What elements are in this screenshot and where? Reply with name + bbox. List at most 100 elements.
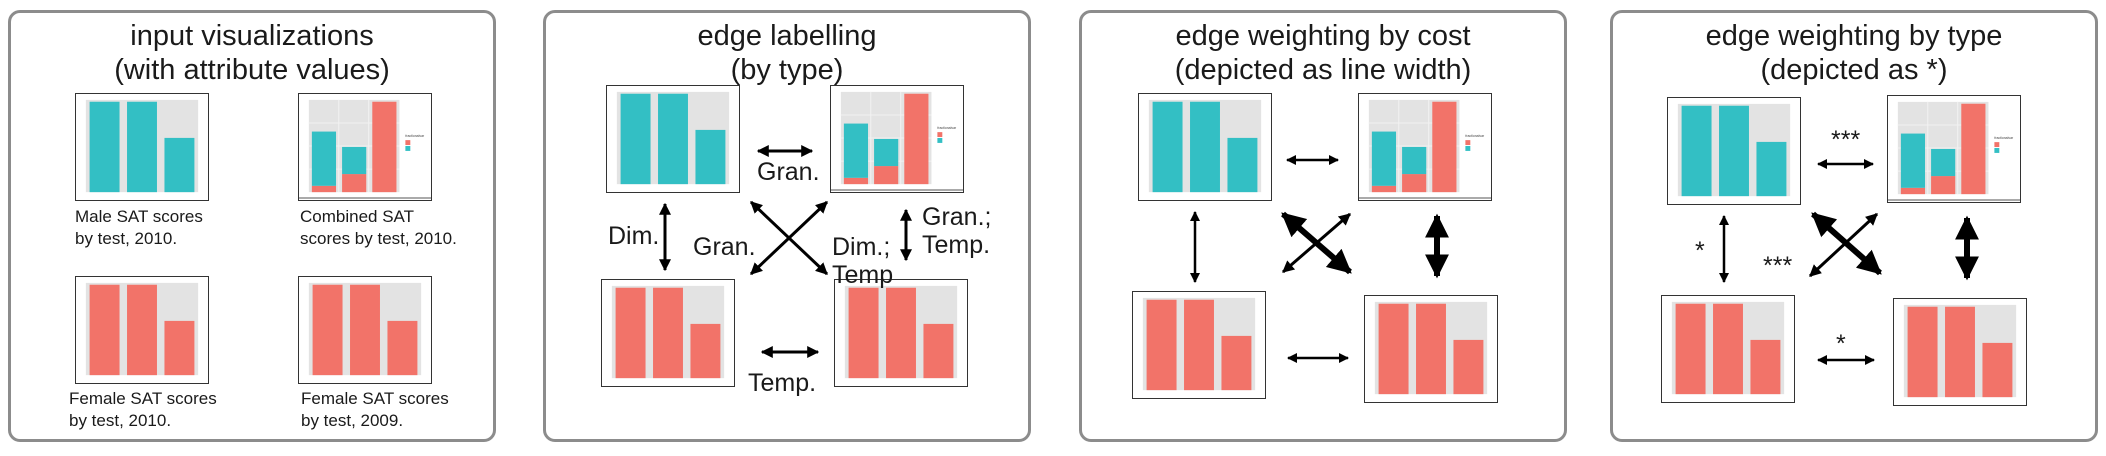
edge-label-diagonal-a: Gran. <box>693 233 756 261</box>
legend-swatch-female <box>1994 142 2000 148</box>
legend-title: fractionalvar <box>1465 134 1485 138</box>
bar <box>695 129 726 185</box>
thumbnail-combined-2010: fractionalvar <box>298 93 432 201</box>
edge-label-diagonal: *** <box>1763 252 1793 280</box>
bar-segment-female <box>904 93 929 185</box>
legend-swatch-female <box>937 132 943 138</box>
edge-label-top: *** <box>1831 126 1861 154</box>
bar <box>886 287 916 379</box>
panel-title: edge labelling (by type) <box>546 19 1028 87</box>
bar <box>1750 339 1781 395</box>
thumbnail-chart <box>1374 301 1488 395</box>
bar-segment-male <box>1371 131 1397 186</box>
panel-title: edge weighting by type (depicted as *) <box>1613 19 2095 87</box>
thumbnail-chart <box>611 285 725 379</box>
caption-male-2010: Male SAT scores by test, 2010. <box>75 206 203 250</box>
caption-line: scores by test, 2010. <box>300 229 457 248</box>
edge-label-line: Dim.; <box>832 233 891 261</box>
thumbnail-chart: fractionalvar <box>831 91 963 191</box>
thumbnail-female-2009 <box>298 276 432 384</box>
caption-line: by test, 2010. <box>75 229 178 248</box>
node-male-2010 <box>606 85 740 193</box>
thumbnail-chart <box>616 91 730 185</box>
bar-segment-female <box>1432 101 1457 193</box>
bar-segment-male <box>1402 146 1427 175</box>
bar-segment-male <box>843 123 869 178</box>
bar <box>127 284 157 376</box>
edge-label-line: Gran.; <box>922 203 992 231</box>
bar <box>615 287 646 379</box>
bar <box>848 287 879 379</box>
panel-edge-weighting-cost: edge weighting by cost (depicted as line… <box>1079 10 1567 442</box>
bar <box>164 137 195 193</box>
node-male-2010 <box>1667 97 1801 205</box>
bar <box>1416 303 1446 395</box>
panel-input-visualizations: input visualizations (with attribute val… <box>8 10 496 442</box>
caption-female-2010: Female SAT scores by test, 2010. <box>69 388 217 432</box>
legend-swatch-female <box>1465 140 1471 146</box>
bar-segment-female <box>311 185 337 193</box>
edge-label-left: Dim. <box>608 222 660 250</box>
panel-title: edge weighting by cost (depicted as line… <box>1082 19 1564 87</box>
caption-line: Female SAT scores <box>301 389 449 408</box>
bar <box>1453 339 1484 395</box>
bar <box>658 93 688 185</box>
thumbnail-chart <box>85 282 199 376</box>
bar <box>1719 105 1749 197</box>
caption-line: Male SAT scores <box>75 207 203 226</box>
bar <box>690 323 721 379</box>
bar-segment-male <box>342 146 367 175</box>
edge-label-diagonal-b: Dim.; Temp <box>832 233 893 289</box>
bar <box>127 101 157 193</box>
bar-segment-female <box>372 101 397 193</box>
node-female-2009 <box>1364 295 1498 403</box>
bar <box>1756 141 1787 197</box>
caption-line: Combined SAT <box>300 207 415 226</box>
node-female-2009 <box>1893 298 2027 406</box>
bar <box>1681 105 1712 197</box>
bar <box>89 101 120 193</box>
caption-line: Female SAT scores <box>69 389 217 408</box>
caption-line: by test, 2009. <box>301 411 404 430</box>
node-combined-2010: fractionalvar <box>1358 93 1492 201</box>
node-female-2009 <box>834 279 968 387</box>
bar-segment-male <box>311 131 337 186</box>
bar-segment-female <box>342 174 367 193</box>
node-combined-2010: fractionalvar <box>830 85 964 193</box>
bar-segment-male <box>874 138 899 167</box>
bar <box>350 284 380 376</box>
thumbnail-chart <box>308 282 422 376</box>
title-line-2: (depicted as *) <box>1760 54 1948 86</box>
bar <box>1146 299 1177 391</box>
legend-swatch-male <box>937 138 943 143</box>
thumbnail-chart: fractionalvar <box>299 99 431 199</box>
edge-label-bottom: Temp. <box>748 369 817 397</box>
caption-line: by test, 2010. <box>69 411 172 430</box>
title-line-1: input visualizations <box>130 20 374 52</box>
thumbnail-chart <box>1671 301 1785 395</box>
panel-edge-weighting-type: edge weighting by type (depicted as *) f… <box>1610 10 2098 442</box>
bar-segment-female <box>1931 176 1956 195</box>
title-line-2: (by type) <box>730 54 844 86</box>
thumbnail-chart <box>1677 103 1791 197</box>
bar <box>1675 303 1706 395</box>
bar <box>1221 335 1252 391</box>
edge-label-bottom: * <box>1836 330 1846 358</box>
bar <box>89 284 120 376</box>
node-male-2010 <box>1138 93 1272 201</box>
legend-title: fractionalvar <box>937 126 957 130</box>
bar <box>1713 303 1743 395</box>
bar-segment-male <box>1900 133 1926 188</box>
bar <box>1152 101 1183 193</box>
bar-segment-female <box>1900 187 1926 195</box>
node-female-2010 <box>1661 295 1795 403</box>
node-female-2010 <box>1132 291 1266 399</box>
thumbnail-chart <box>85 99 199 193</box>
bar <box>1190 101 1220 193</box>
thumbnail-chart <box>1148 99 1262 193</box>
thumbnail-chart: fractionalvar <box>1888 101 2020 201</box>
title-line-2: (with attribute values) <box>114 54 390 86</box>
bar <box>387 320 418 376</box>
edge-label-line: Temp. <box>922 231 991 259</box>
title-line-1: edge weighting by cost <box>1175 20 1471 52</box>
